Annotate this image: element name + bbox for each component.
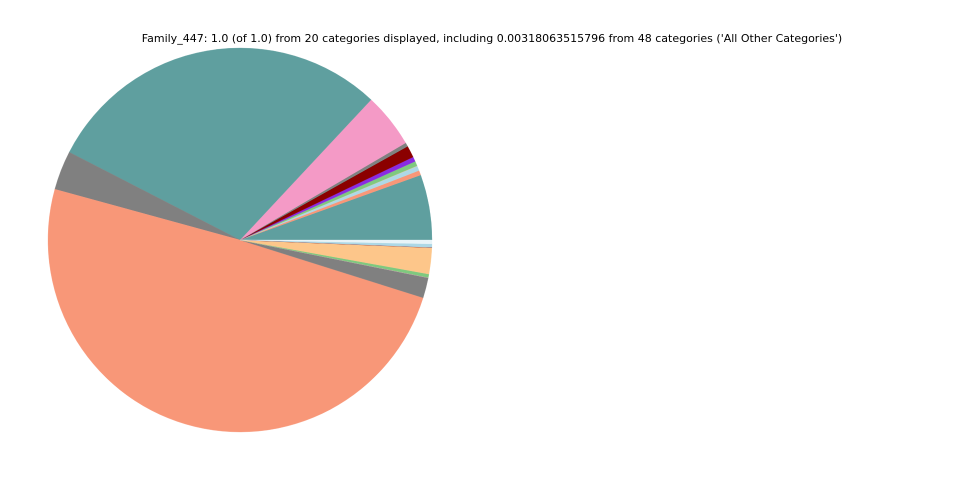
chart-title: Family_447: 1.0 (of 1.0) from 20 categor… — [142, 32, 842, 45]
pie — [47, 47, 433, 433]
pie-slice — [69, 47, 372, 241]
pie-slice — [47, 189, 424, 433]
pie-slice — [239, 239, 433, 245]
